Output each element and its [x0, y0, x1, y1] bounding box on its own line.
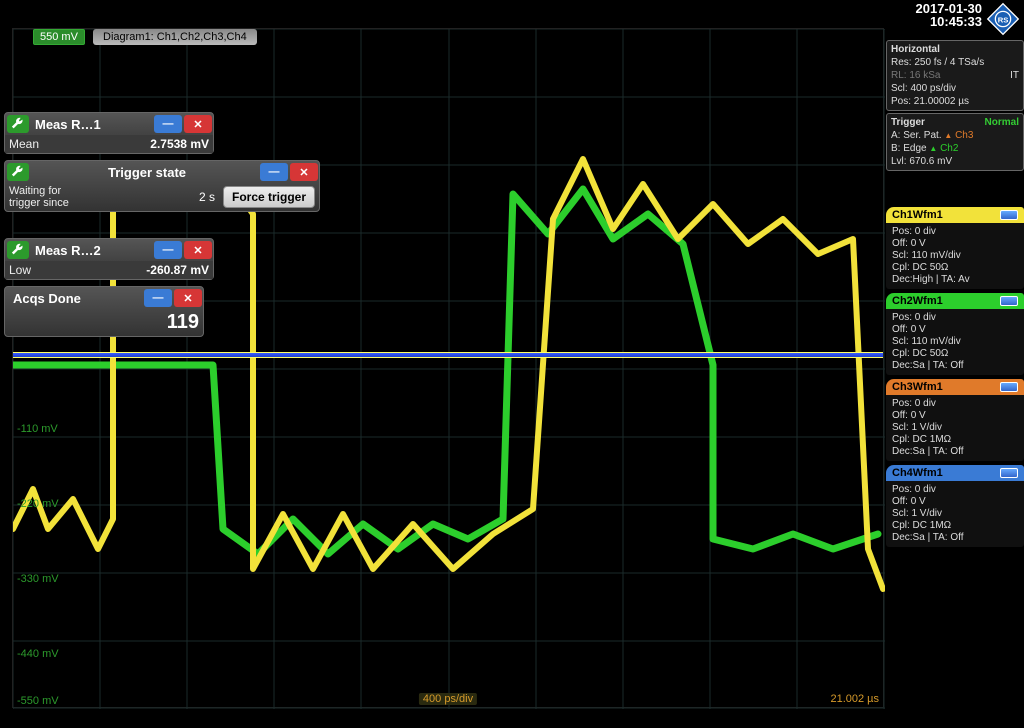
panel-title: Meas R…2	[31, 243, 153, 258]
acqs-value: 119	[109, 311, 199, 334]
channel-name: Ch4Wfm1	[892, 467, 943, 479]
measurement-panel-2[interactable]: Meas R…2 — ✕ Low -260.87 mV	[4, 238, 214, 280]
minimize-button[interactable]: —	[144, 289, 172, 307]
channel-name: Ch3Wfm1	[892, 381, 943, 393]
channel-name: Ch1Wfm1	[892, 209, 943, 221]
channel-body: Pos: 0 divOff: 0 VScl: 1 V/divCpl: DC 1M…	[886, 481, 1024, 547]
timebase-label: 400 ps/div	[419, 693, 477, 705]
meas-value: 2.7538 mV	[119, 137, 209, 151]
meas-label: Low	[9, 263, 119, 277]
acquisitions-panel[interactable]: Acqs Done — ✕ 119	[4, 286, 204, 337]
wrench-icon[interactable]	[7, 241, 29, 259]
info-line: Res: 250 fs / 4 TSa/s	[891, 56, 1019, 69]
channel-list: Ch1Wfm1 Pos: 0 divOff: 0 VScl: 110 mV/div…	[886, 207, 1024, 547]
brand-logo-icon: RS	[986, 2, 1020, 36]
measurement-panel-1[interactable]: Meas R…1 — ✕ Mean 2.7538 mV	[4, 112, 214, 154]
info-line: Pos: 21.00002 µs	[891, 95, 1019, 108]
trigger-mode: Normal	[985, 116, 1019, 129]
info-it: IT	[1010, 69, 1019, 82]
right-sidebar: Horizontal Res: 250 fs / 4 TSa/s RL: 16 …	[886, 40, 1024, 551]
info-line: Lvl: 670.6 mV	[891, 155, 1019, 168]
time-text: 10:45:33	[916, 15, 983, 28]
minimize-button[interactable]: —	[260, 163, 288, 181]
info-title: Trigger	[891, 116, 925, 129]
y-axis-label: -550 mV	[17, 695, 59, 707]
panel-title: Acqs Done	[5, 291, 143, 306]
horizontal-info[interactable]: Horizontal Res: 250 fs / 4 TSa/s RL: 16 …	[886, 40, 1024, 111]
force-trigger-button[interactable]: Force trigger	[223, 186, 315, 208]
channel-chip-icon	[1000, 210, 1018, 220]
channel-box[interactable]: Ch1Wfm1 Pos: 0 divOff: 0 VScl: 110 mV/div…	[886, 207, 1024, 289]
info-title: Horizontal	[891, 43, 940, 56]
voltage-badge: 550 mV	[33, 29, 85, 45]
panel-title: Meas R…1	[31, 117, 153, 132]
channel-body: Pos: 0 divOff: 0 VScl: 1 V/divCpl: DC 1M…	[886, 395, 1024, 461]
meas-label: Mean	[9, 137, 119, 151]
channel-body: Pos: 0 divOff: 0 VScl: 110 mV/divCpl: DC…	[886, 309, 1024, 375]
waveform-ch1	[13, 159, 883, 589]
channel-header[interactable]: Ch4Wfm1	[886, 465, 1024, 481]
close-button[interactable]: ✕	[184, 241, 212, 259]
time-position-label: 21.002 µs	[830, 693, 879, 705]
panel-title: Trigger state	[31, 165, 259, 180]
wrench-icon[interactable]	[7, 115, 29, 133]
trigger-wait-label: Waiting for trigger since	[9, 185, 199, 209]
close-button[interactable]: ✕	[290, 163, 318, 181]
info-line: Scl: 400 ps/div	[891, 82, 1019, 95]
channel-box[interactable]: Ch4Wfm1 Pos: 0 divOff: 0 VScl: 1 V/divCpl…	[886, 465, 1024, 547]
channel-header[interactable]: Ch3Wfm1	[886, 379, 1024, 395]
info-line: B: Edge	[891, 143, 927, 154]
channel-chip-icon	[1000, 296, 1018, 306]
channel-chip-icon	[1000, 382, 1018, 392]
top-bar: 2017-01-30 10:45:33 RS	[0, 0, 1024, 28]
channel-box[interactable]: Ch2Wfm1 Pos: 0 divOff: 0 VScl: 110 mV/div…	[886, 293, 1024, 375]
channel-header[interactable]: Ch1Wfm1	[886, 207, 1024, 223]
svg-text:RS: RS	[998, 15, 1009, 24]
close-button[interactable]: ✕	[174, 289, 202, 307]
meas-value: -260.87 mV	[119, 263, 209, 277]
y-axis-label: -440 mV	[17, 648, 59, 660]
channel-header[interactable]: Ch2Wfm1	[886, 293, 1024, 309]
minimize-button[interactable]: —	[154, 241, 182, 259]
minimize-button[interactable]: —	[154, 115, 182, 133]
channel-box[interactable]: Ch3Wfm1 Pos: 0 divOff: 0 VScl: 1 V/divCpl…	[886, 379, 1024, 461]
y-axis-label: -220 mV	[17, 498, 59, 510]
wrench-icon[interactable]	[7, 163, 29, 181]
diagram-tab[interactable]: Diagram1: Ch1,Ch2,Ch3,Ch4	[93, 29, 257, 45]
y-axis-label: -330 mV	[17, 573, 59, 585]
channel-body: Pos: 0 divOff: 0 VScl: 110 mV/divCpl: DC…	[886, 223, 1024, 289]
info-line: RL: 16 kSa	[891, 69, 940, 82]
close-button[interactable]: ✕	[184, 115, 212, 133]
datetime: 2017-01-30 10:45:33	[916, 2, 983, 28]
trigger-b-ch: Ch2	[940, 143, 958, 154]
info-line: A: Ser. Pat.	[891, 130, 942, 141]
trigger-info[interactable]: TriggerNormal A: Ser. Pat. ▲ Ch3 B: Edge…	[886, 113, 1024, 171]
trigger-a-ch: Ch3	[955, 130, 973, 141]
trigger-state-panel[interactable]: Trigger state — ✕ Waiting for trigger si…	[4, 160, 320, 212]
y-axis-label: -110 mV	[17, 423, 58, 435]
trigger-wait-time: 2 s	[199, 190, 215, 204]
channel-name: Ch2Wfm1	[892, 295, 943, 307]
channel-chip-icon	[1000, 468, 1018, 478]
